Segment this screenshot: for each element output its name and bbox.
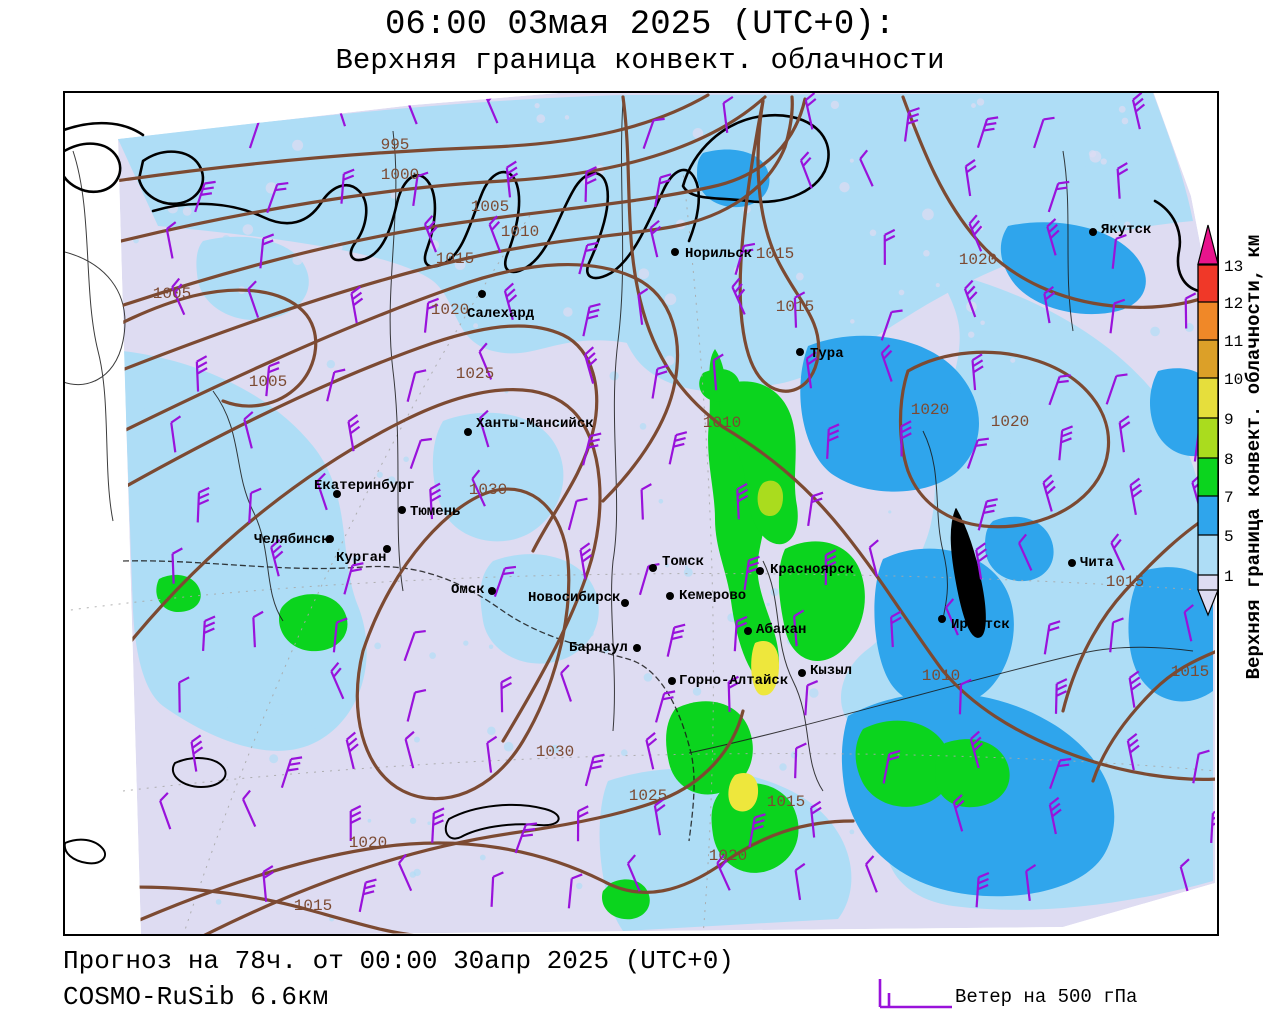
city-label: Екатеринбург [314,478,415,494]
isobar-contours [118,93,1215,936]
isobar-label: 1015 [776,298,814,316]
isobar-label: 1015 [436,250,474,268]
isobar-label: 1030 [469,481,507,499]
city-label: Челябинск [254,532,330,548]
city-markers: Норильск Салехард Тура Ханты-Мансийск Екатер… [254,222,1151,689]
city-dot [798,669,806,677]
isobar-label: 1005 [249,373,287,391]
coastlines [59,113,1221,865]
city-dot [464,428,472,436]
isobar-label: 1015 [1106,573,1144,591]
colorbar-tick-label: 9 [1224,411,1234,429]
lake-baikal [950,508,986,638]
city-label: Норильск [685,246,752,262]
isobar-label: 1030 [536,743,574,761]
isobar-label: 1020 [431,301,469,319]
city-dot [478,290,486,298]
isobar-label: 1020 [959,251,997,269]
city-dot [383,545,391,553]
colorbar: 13 12 11 10 9 8 7 5 1 [1197,224,1243,617]
city-label: Новосибирск [528,590,620,606]
isobar-label: 1025 [456,365,494,383]
model-name-text: COSMO-RuSib 6.6км [63,982,329,1012]
city-dot [1068,559,1076,567]
city-dot [666,592,674,600]
forecast-lead-text: Прогноз на 78ч. от 00:00 30апр 2025 (UTC… [63,946,734,976]
city-label: Ханты-Мансийск [476,416,594,432]
wind-barb-legend-icon [878,979,952,1009]
map-title-parameter: Верхняя граница конвект. облачности [335,44,945,77]
city-dot [668,677,676,685]
city-label: Красноярск [770,562,854,578]
isobar-label: 1005 [153,285,191,303]
city-label: Томск [662,554,704,570]
isobar-label: 1020 [709,847,747,865]
city-label: Омск [451,582,485,598]
city-label: Абакан [756,622,806,638]
wind-barbs [118,91,1215,913]
colorbar-axis-label: Верхняя граница конвект. облачности, км [1243,234,1265,680]
isobar-label: 995 [381,136,410,154]
isobar-label: 1020 [349,834,387,852]
city-label: Горно-Алтайск [679,673,788,689]
isobar-label: 1015 [767,793,805,811]
map-title-datetime: 06:00 03мая 2025 (UTC+0): [384,6,896,44]
city-dot [398,506,406,514]
admin-borders [60,100,1194,842]
city-dot [633,644,641,652]
colorbar-tick-label: 7 [1224,489,1234,507]
colorbar-tick-label: 12 [1224,295,1243,313]
city-dot [488,587,496,595]
city-dot [649,564,657,572]
colorbar-tick-label: 5 [1224,528,1234,546]
city-label: Иркутск [951,617,1010,633]
city-label: Чита [1080,555,1114,571]
isobar-label: 1005 [471,198,509,216]
isobar-label: 1000 [381,166,419,184]
city-label: Курган [336,550,386,566]
city-label: Якутск [1101,222,1151,238]
isobar-label: 1010 [922,667,960,685]
isobar-label: 1010 [703,414,741,432]
city-dot [756,567,764,575]
map-svg: 995 1000 1005 1010 1015 1020 1005 1005 1015 1015 1… [59,91,1221,937]
city-dot [938,615,946,623]
city-dot [1089,228,1097,236]
cloud-layer-high [728,480,783,812]
city-dot [621,599,629,607]
isobar-label: 1015 [756,245,794,263]
city-label: Кызыл [810,663,852,679]
forecast-map: 995 1000 1005 1010 1015 1020 1005 1005 1015 1015 1… [59,91,1221,937]
city-label: Тура [810,346,844,362]
city-dot [333,490,341,498]
colorbar-tick-label: 10 [1224,371,1243,389]
wind-legend-label: Ветер на 500 гПа [955,986,1138,1008]
colorbar-tick-label: 1 [1224,568,1234,586]
city-dot [671,248,679,256]
colorbar-tick-label: 13 [1224,258,1243,276]
isobar-label: 1015 [1171,663,1209,681]
isobar-label: 1020 [991,413,1029,431]
isobar-label: 1015 [294,897,332,915]
isobar-label: 1020 [911,401,949,419]
city-label: Тюмень [410,504,460,520]
isobar-label: 1010 [501,223,539,241]
graticule [62,170,1218,937]
city-label: Салехард [467,306,535,322]
city-label: Кемерово [679,588,746,604]
city-dot [326,535,334,543]
city-dot [744,627,752,635]
colorbar-tick-label: 8 [1224,451,1234,469]
colorbar-tick-label: 11 [1224,333,1243,351]
isobar-labels: 995 1000 1005 1010 1015 1020 1005 1005 1015 1015 1… [153,136,1209,915]
isobar-label: 1025 [629,787,667,805]
city-label: Барнаул [569,640,628,656]
city-dot [796,348,804,356]
